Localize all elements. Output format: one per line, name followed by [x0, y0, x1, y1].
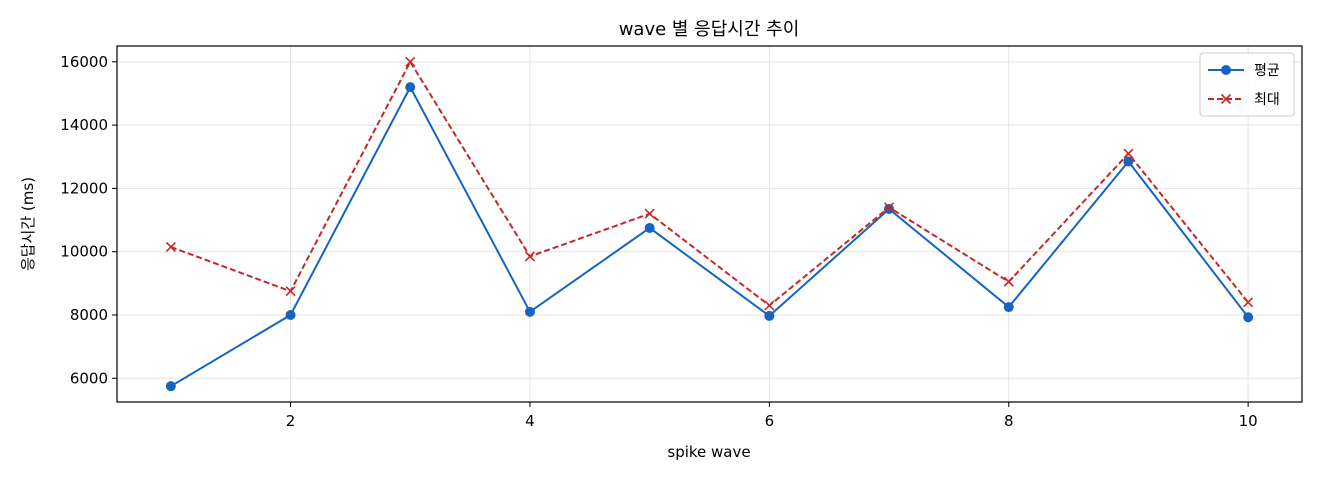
y-axis: 6000 8000 10000 12000 14000 16000 [60, 53, 117, 387]
y-axis-label: 응답시간 (ms) [19, 177, 37, 271]
series-1 [165, 82, 1254, 392]
plot-frame [116, 45, 1303, 403]
data-point [644, 222, 655, 233]
data-point [285, 309, 296, 320]
data-point [1123, 156, 1134, 167]
data-point [1003, 276, 1014, 287]
legend-box [1199, 52, 1295, 117]
data-point [524, 251, 536, 262]
series-line [170, 60, 1249, 307]
series-line [170, 86, 1249, 388]
data-point [884, 203, 895, 214]
data-point [764, 310, 775, 321]
x-tick-label: 10 [1239, 412, 1258, 430]
y-tick-label: 8000 [70, 306, 108, 324]
x-tick-label: 4 [525, 412, 535, 430]
data-point [1243, 312, 1254, 323]
grid [117, 46, 1302, 402]
series-layer [165, 56, 1254, 392]
data-point [764, 300, 775, 311]
x-axis: 2 4 6 8 10 [286, 402, 1258, 430]
series-2 [165, 56, 1254, 311]
data-point [524, 306, 535, 317]
data-point [285, 286, 296, 297]
legend-item: 평균 [1208, 63, 1280, 79]
data-point [1123, 148, 1134, 159]
legend-item: 최대 [1208, 92, 1280, 108]
data-point [883, 202, 895, 213]
data-point [644, 208, 655, 219]
y-tick-label: 10000 [60, 243, 108, 261]
data-point [405, 56, 416, 67]
legend-label: 평균 [1254, 63, 1280, 79]
x-tick-label: 2 [286, 412, 296, 430]
x-tick-label: 6 [765, 412, 775, 430]
data-point [1003, 302, 1014, 313]
legend-label: 최대 [1254, 92, 1280, 108]
legend-marker [1220, 93, 1232, 105]
y-tick-label: 16000 [60, 53, 108, 71]
data-point [1243, 297, 1254, 308]
legend-marker [1221, 65, 1231, 75]
y-tick-label: 12000 [60, 179, 108, 197]
data-point [165, 381, 176, 392]
data-point [405, 82, 416, 93]
y-tick-label: 14000 [60, 116, 108, 134]
x-axis-label: spike wave [667, 443, 750, 461]
data-point [165, 241, 176, 253]
chart-title: wave 별 응답시간 추이 [619, 19, 800, 40]
x-tick-label: 8 [1004, 412, 1014, 430]
y-tick-label: 6000 [70, 369, 108, 387]
